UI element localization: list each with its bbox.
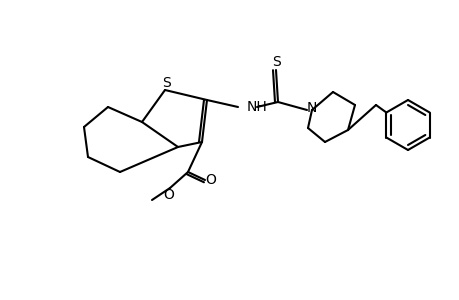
Text: O: O [163, 188, 174, 202]
Text: S: S [162, 76, 171, 90]
Text: O: O [205, 173, 216, 187]
Text: NH: NH [246, 100, 267, 114]
Text: S: S [272, 55, 281, 69]
Text: N: N [306, 101, 317, 115]
